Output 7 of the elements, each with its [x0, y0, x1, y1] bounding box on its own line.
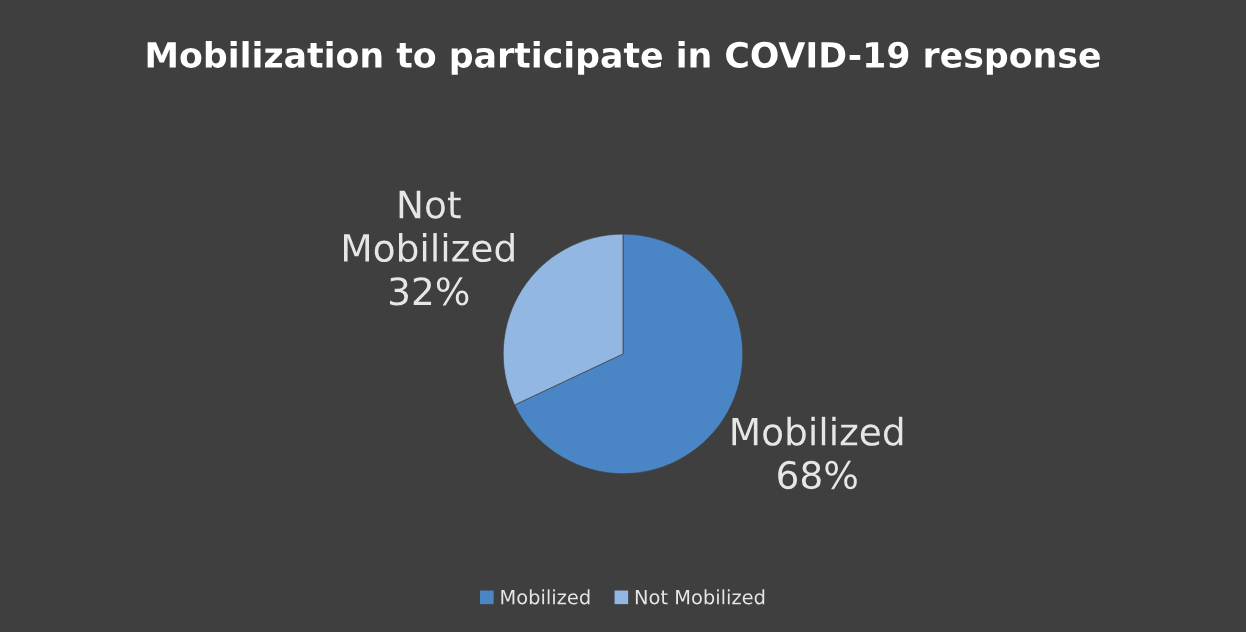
slice-label: Not Mobilized	[344, 190, 514, 263]
data-label: 68%	[778, 460, 857, 490]
data-label: 32%	[389, 277, 469, 306]
chart-title: Mobilization to participate in COVID-19 response	[147, 41, 1100, 75]
slice-label: Mobilized	[732, 416, 903, 446]
legend-label: Not Mobilized	[635, 589, 765, 605]
legend-label: Mobilized	[501, 589, 590, 605]
